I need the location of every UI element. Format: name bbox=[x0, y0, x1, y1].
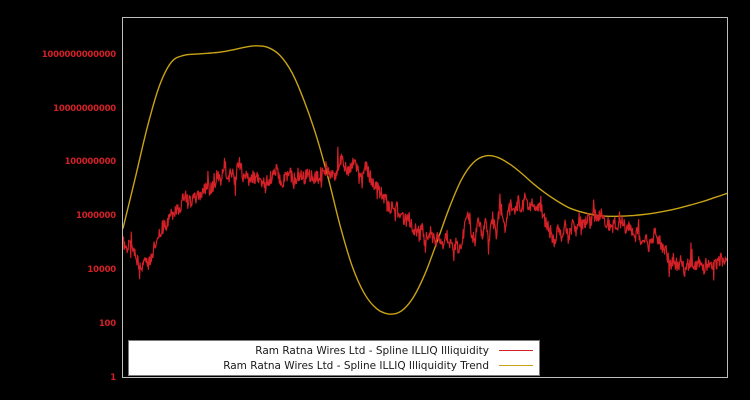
y-axis-tick-label: 100000000 bbox=[64, 157, 117, 168]
y-axis-tick-labels: 1000000000000 10000000000 100000000 1000000… bbox=[0, 0, 122, 400]
y-axis-tick-label: 1000000 bbox=[75, 211, 116, 222]
legend-label-illiquidity-trend: Ram Ratna Wires Ltd - Spline ILLIQ Illiq… bbox=[223, 359, 489, 372]
plot-area bbox=[122, 17, 728, 378]
legend-item-illiquidity: Ram Ratna Wires Ltd - Spline ILLIQ Illiq… bbox=[129, 343, 539, 358]
y-axis-tick-label: 1000000000000 bbox=[41, 49, 116, 60]
legend-swatch-illiquidity bbox=[499, 350, 533, 351]
y-axis-tick-label: 10000 bbox=[87, 265, 116, 276]
trend-line-path bbox=[123, 45, 727, 315]
series-canvas bbox=[123, 45, 727, 315]
y-axis-tick-label: 100 bbox=[98, 319, 116, 330]
legend-swatch-illiquidity-trend bbox=[499, 365, 533, 366]
y-axis-tick-label: 10000000000 bbox=[53, 103, 116, 114]
y-axis-tick-label: 1 bbox=[110, 373, 116, 383]
legend-item-illiquidity-trend: Ram Ratna Wires Ltd - Spline ILLIQ Illiq… bbox=[129, 358, 539, 373]
chart-legend: Ram Ratna Wires Ltd - Spline ILLIQ Illiq… bbox=[128, 340, 540, 376]
illiquidity-line-path bbox=[123, 146, 727, 281]
legend-label-illiquidity: Ram Ratna Wires Ltd - Spline ILLIQ Illiq… bbox=[255, 344, 489, 357]
